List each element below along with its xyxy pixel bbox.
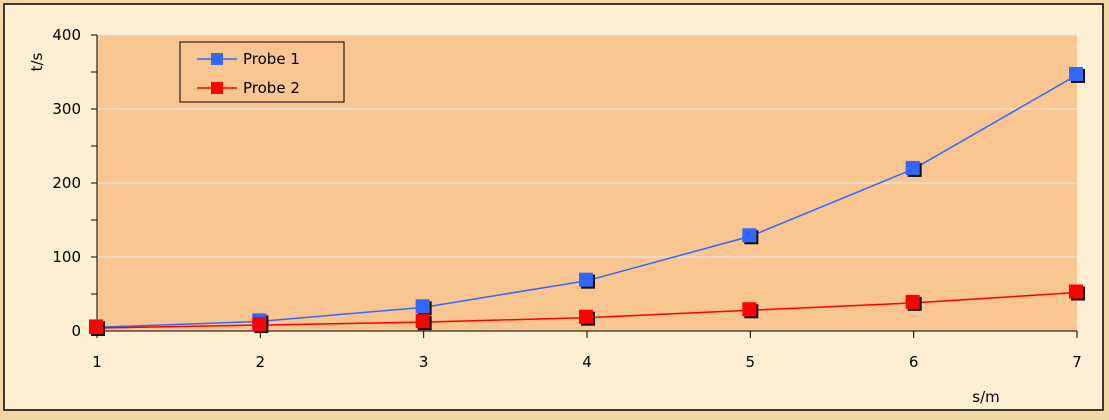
- x-tick-label: 4: [582, 353, 592, 371]
- data-point: [1069, 284, 1083, 299]
- data-point: [579, 272, 593, 287]
- data-point: [252, 317, 267, 332]
- legend-label: Probe 2: [243, 79, 300, 97]
- legend-marker: [211, 53, 223, 65]
- data-point: [415, 314, 430, 329]
- legend-marker: [211, 82, 223, 94]
- series-2: [89, 284, 1085, 337]
- legend: Probe 1 Probe 2: [179, 41, 345, 103]
- grid-lines: [97, 34, 1077, 258]
- x-tick-label: 6: [909, 353, 919, 371]
- data-point: [742, 302, 757, 317]
- data-point: [89, 320, 103, 335]
- data-point: [415, 299, 430, 314]
- y-tick-label: 300: [52, 100, 81, 118]
- legend-label: Probe 1: [243, 50, 300, 68]
- x-tick-label: 3: [419, 353, 429, 371]
- data-point: [579, 309, 593, 324]
- data-point: [905, 160, 920, 175]
- legend-box: [179, 41, 345, 103]
- y-axis-label: t/s: [28, 52, 46, 71]
- y-tick-label: 200: [52, 174, 81, 192]
- x-tick-label: 1: [92, 353, 102, 371]
- x-axis-label: s/m: [972, 388, 999, 406]
- x-tick-label: 5: [746, 353, 756, 371]
- x-tick-label: 7: [1072, 353, 1082, 371]
- data-point: [742, 228, 757, 243]
- x-tick-label: 2: [256, 353, 266, 371]
- data-point: [905, 294, 920, 309]
- y-tick-label: 100: [52, 248, 81, 266]
- y-tick-label: 400: [52, 26, 81, 44]
- y-tick-label: 0: [71, 322, 81, 340]
- data-point: [1069, 66, 1083, 81]
- series-layer: [89, 66, 1085, 337]
